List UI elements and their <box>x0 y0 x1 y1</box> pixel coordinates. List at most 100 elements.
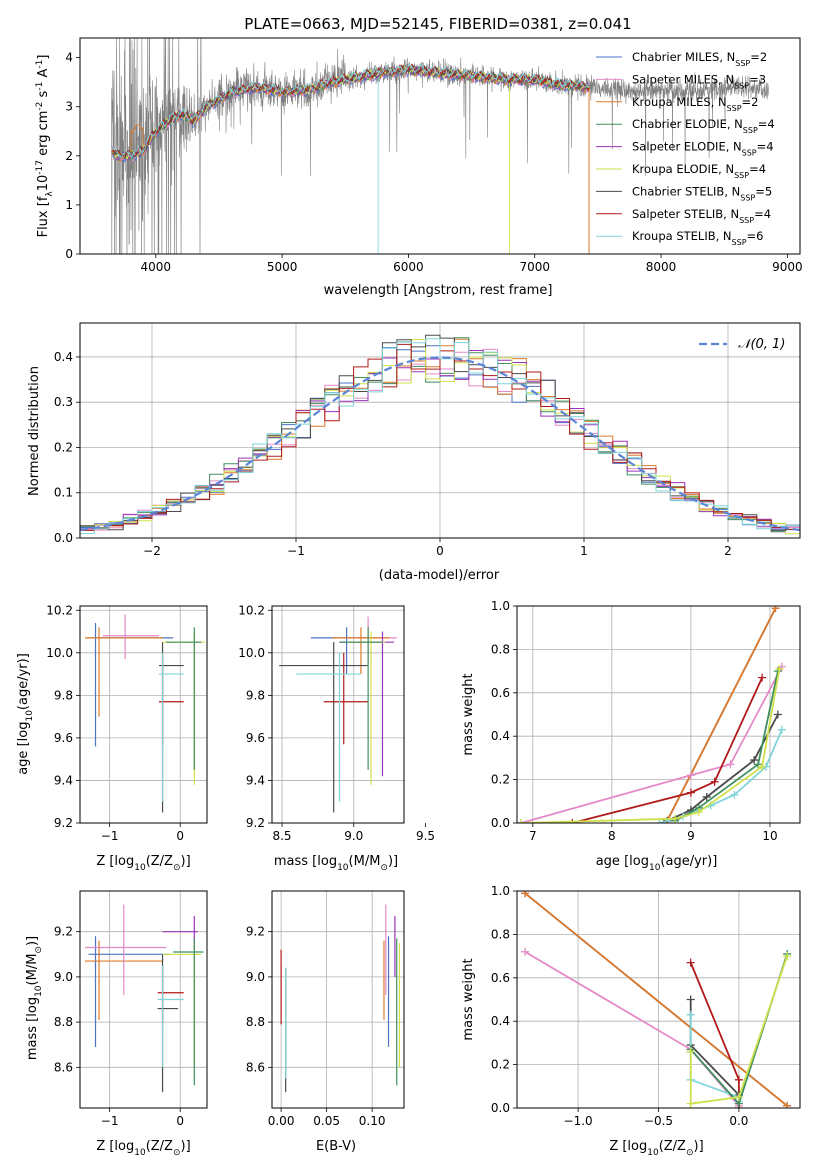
legend-entry-sub: SSP <box>735 59 750 68</box>
weight-marker <box>686 995 695 1004</box>
label-part: -1 <box>35 82 45 91</box>
panel-weight_vs_Z: −1.0 −0.5 0.0 0.0 0.2 0.4 0.6 0.8 1.0 mass weight… <box>461 884 801 1158</box>
weight-marker <box>771 606 780 613</box>
y-tick-label: 0 <box>65 247 73 261</box>
y-tick-label: 9.8 <box>246 688 265 702</box>
y-axis-label: mass weight <box>461 673 476 755</box>
x-tick-label: −1 <box>101 829 119 843</box>
panel-age_vs_Z: −1 09.29.49.69.810.010.2Z [log10(Z/Z⊙)]ag… <box>16 603 208 873</box>
label-part: (Z/Z <box>146 1139 173 1154</box>
x-tick-label: 2 <box>724 544 732 558</box>
legend-entry-value: =2 <box>742 95 759 109</box>
x-axis-label: Z [log10(Z/Z⊙)] <box>609 1139 703 1158</box>
x-axis-label: age [log10(age/yr)] <box>596 854 718 873</box>
y-tick-label: 10.2 <box>238 603 265 617</box>
label-part: Flux [f <box>36 196 51 237</box>
x-tick-label: 0 <box>176 829 184 843</box>
y-tick-label: 9.4 <box>54 773 73 787</box>
y-tick-label: 0.8 <box>491 927 510 941</box>
label-part: ⊙ <box>34 946 44 954</box>
legend-entry-base: Kroupa MILES, N <box>632 95 727 109</box>
legend-entry-base: Kroupa STELIB, N <box>632 229 732 243</box>
legend-entry-value: =4 <box>749 162 766 176</box>
legend-entry-value: =2 <box>750 50 767 64</box>
panel-mass_vs_Z: −1 08.68.89.09.2Z [log10(Z/Z⊙)]mass [log1… <box>25 890 208 1158</box>
label-part: ⊙ <box>173 1148 181 1158</box>
legend-entry-base: Chabrier ELODIE, N <box>632 117 743 131</box>
legend-entry-sub: SSP <box>734 81 749 90</box>
legend-entry-value: =3 <box>749 72 766 86</box>
label-part: 10 <box>25 710 35 722</box>
y-axis-label: Flux [fλ10-17 erg cm-2 s-1 A-1] <box>35 55 55 238</box>
weight-line-kroupa-miles <box>524 892 788 1107</box>
axes-frame <box>516 605 801 824</box>
label-part: s <box>36 90 51 101</box>
label-part: (Z/Z <box>146 854 173 869</box>
x-tick-label: 8000 <box>646 260 677 274</box>
label-part: -1 <box>35 60 45 69</box>
weight-marker <box>730 790 739 799</box>
y-tick-label: 10.0 <box>238 646 265 660</box>
y-tick-label: 0.4 <box>54 350 73 364</box>
y-tick-label: 0.8 <box>491 642 510 656</box>
y-tick-label: 10.0 <box>46 646 73 660</box>
label-part: Z [log <box>609 1139 647 1154</box>
y-tick-label: 9.2 <box>246 816 265 830</box>
label-part: (M/M <box>25 954 40 986</box>
y-tick-label: 0.2 <box>491 1058 510 1072</box>
weight-marker <box>702 792 711 801</box>
x-tick-label: 7000 <box>519 260 550 274</box>
x-tick-label: 0 <box>176 1114 184 1128</box>
legend-entry-value: =4 <box>757 140 774 154</box>
weight-line-salpeter-miles <box>524 951 740 1107</box>
label-part: )] <box>181 1139 191 1154</box>
y-tick-label: 9.0 <box>54 970 73 984</box>
legend-entry-base: Salpeter MILES, N <box>632 72 734 86</box>
label-part: 10 <box>34 985 44 997</box>
legend-entry: Salpeter MILES, NSSP=3 <box>632 72 766 90</box>
x-tick-label: 8.5 <box>272 829 291 843</box>
x-tick-label: −2 <box>143 544 161 558</box>
x-axis-label: wavelength [Angstrom, rest frame] <box>324 283 553 298</box>
plot-area <box>80 323 800 538</box>
axes-frame <box>79 37 801 255</box>
legend-entry-value: =4 <box>754 207 771 221</box>
hist-kroupa-stelib <box>80 338 800 538</box>
legend-entry-gaussian: 𝒩(0, 1) <box>738 337 785 352</box>
y-tick-label: 9.2 <box>54 925 73 939</box>
legend-entry: Kroupa MILES, NSSP=2 <box>632 95 758 113</box>
y-tick-label: 0.6 <box>491 971 510 985</box>
label-part: (age/yr)] <box>660 854 717 869</box>
x-axis-label: Z [log10(Z/Z⊙)] <box>96 854 190 873</box>
legend-entry: Chabrier ELODIE, NSSP=4 <box>632 117 775 135</box>
x-tick-label: 7 <box>529 829 537 843</box>
y-tick-label: 0.0 <box>491 816 510 830</box>
x-tick-label: 9000 <box>772 260 803 274</box>
y-tick-label: 4 <box>65 51 73 65</box>
label-part: ⊙ <box>173 863 181 873</box>
plot-area <box>111 38 769 254</box>
legend-entry-sub: SSP <box>740 193 755 202</box>
gaussian-curve <box>80 356 800 532</box>
weight-marker <box>686 1047 695 1056</box>
label-part: )] <box>25 936 40 946</box>
label-part: Z [log <box>96 854 134 869</box>
label-part: (M/M <box>349 854 381 869</box>
y-tick-label: 0.0 <box>54 531 73 545</box>
weight-marker <box>686 958 695 967</box>
weight-line-salpeter-stelib <box>689 962 740 1108</box>
x-tick-label: 8 <box>608 829 616 843</box>
weight-marker <box>773 710 782 719</box>
y-tick-label: 9.6 <box>54 731 73 745</box>
weight-line-salpeter-miles <box>520 666 783 823</box>
label-part: erg cm <box>36 111 51 160</box>
y-tick-label: 0.2 <box>54 440 73 454</box>
legend-entry-base: Kroupa ELODIE, N <box>632 162 734 176</box>
y-tick-label: 0.4 <box>491 1014 510 1028</box>
y-tick-label: 8.6 <box>246 1060 265 1074</box>
x-tick-label: 0.10 <box>359 1114 386 1128</box>
legend-entry: Salpeter ELODIE, NSSP=4 <box>632 140 774 158</box>
panel-residual_hist: −2 −1 0 1 2 0.0 0.1 0.2 0.3 0.4 (data-model)/error… <box>27 322 801 583</box>
label-part: -2 <box>35 102 45 111</box>
plot-area <box>517 891 800 1108</box>
